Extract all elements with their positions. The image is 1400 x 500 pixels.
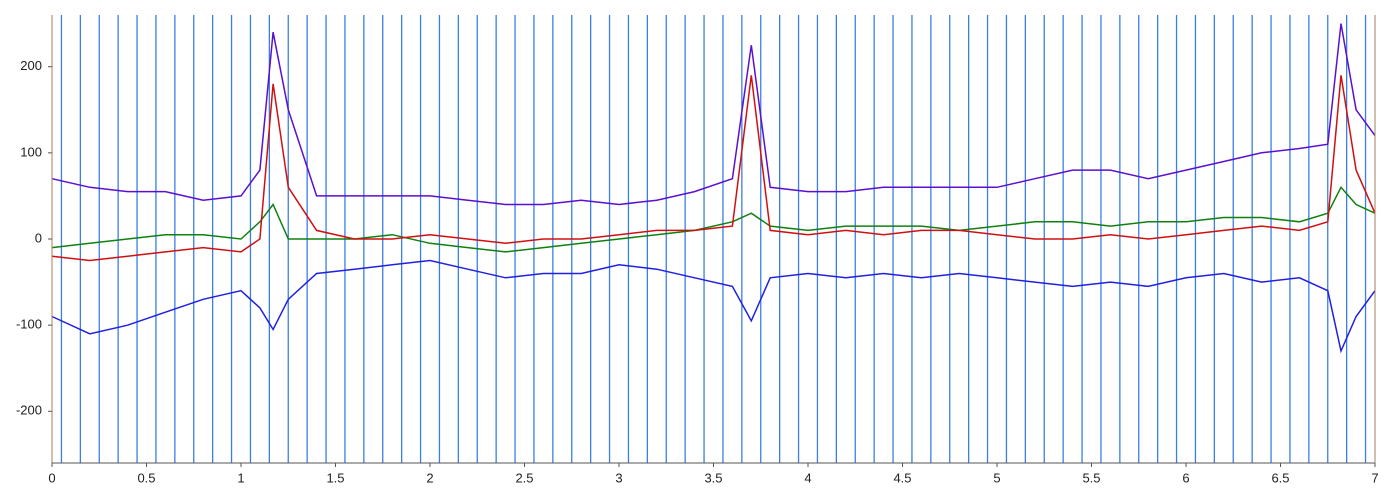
x-tick-label: 0.5 — [137, 470, 155, 485]
x-tick-label: 4.5 — [893, 470, 911, 485]
series-line — [51, 23, 1376, 206]
y-tick-label: -200 — [16, 403, 42, 418]
x-tick-label: 4 — [804, 470, 811, 485]
series-line — [51, 75, 1376, 262]
x-tick-label: 3 — [615, 470, 622, 485]
y-tick-label: -100 — [16, 317, 42, 332]
y-tick-label: 0 — [35, 230, 42, 245]
x-tick-label: 2 — [426, 470, 433, 485]
x-tick-label: 5 — [993, 470, 1000, 485]
x-tick-label: 5.5 — [1082, 470, 1100, 485]
x-tick-label: 7 — [1371, 470, 1378, 485]
x-tick-label: 3.5 — [704, 470, 722, 485]
series-line — [51, 259, 1376, 354]
y-tick-label: 100 — [20, 144, 42, 159]
x-tick-label: 1 — [237, 470, 244, 485]
y-tick-label: 200 — [20, 58, 42, 73]
x-tick-label: 6 — [1182, 470, 1189, 485]
x-tick-label: 1.5 — [326, 470, 344, 485]
x-tick-label: 6.5 — [1271, 470, 1289, 485]
x-tick-label: 2.5 — [515, 470, 533, 485]
x-tick-label: 0 — [48, 470, 55, 485]
